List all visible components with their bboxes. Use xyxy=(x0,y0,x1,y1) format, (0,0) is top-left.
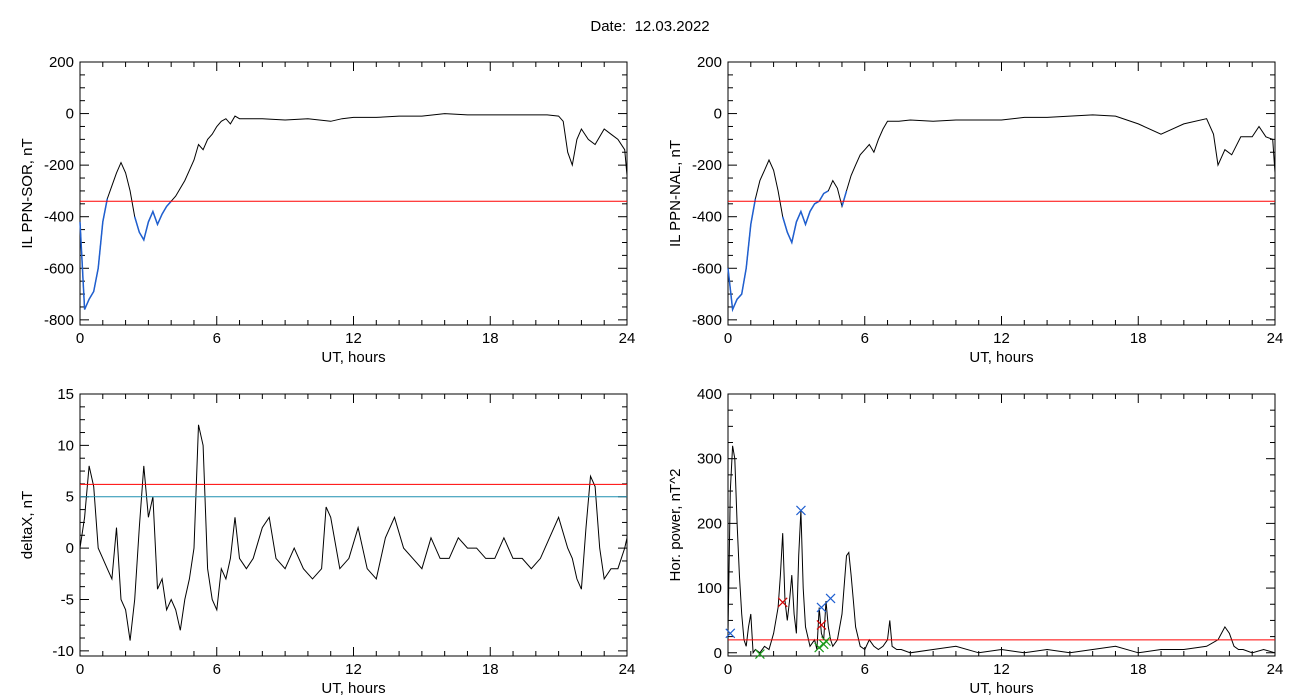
panel-ppn-sor: 0 6 12 18 24 -800 -600 -400 -200 0 200 UT, hours IL … xyxy=(19,54,635,366)
event-marker xyxy=(725,628,736,639)
x-tick-label: 18 xyxy=(1130,330,1147,347)
y-tick-label: 0 xyxy=(66,106,74,123)
panel-ppn-nal: 0 6 12 18 24 -800 -600 -400 -200 0 200 UT, hours IL … xyxy=(667,54,1283,366)
x-tick-label: 12 xyxy=(345,330,362,347)
plot-frame xyxy=(79,393,628,657)
x-tick-label: 18 xyxy=(482,330,499,347)
event-marker xyxy=(816,620,827,630)
event-marker xyxy=(777,597,788,608)
series-line xyxy=(727,445,1276,655)
x-tick-label: 12 xyxy=(993,661,1010,678)
x-tick-label: 24 xyxy=(1267,330,1284,347)
x-tick-label: 0 xyxy=(76,330,84,347)
x-tick-label: 12 xyxy=(993,330,1010,347)
event-marker xyxy=(816,602,827,613)
series-line xyxy=(727,198,757,313)
event-marker xyxy=(754,649,765,659)
x-tick-label: 0 xyxy=(76,661,84,678)
y-tick-label: 15 xyxy=(57,386,74,403)
x-tick-label: 24 xyxy=(619,661,636,678)
y-tick-label: -200 xyxy=(44,157,74,174)
series-line xyxy=(727,114,1276,312)
y-axis-label: IL PPN-NAL, nT xyxy=(667,140,684,247)
event-marker xyxy=(814,642,825,653)
y-tick-label: -400 xyxy=(44,209,74,226)
plot-frame xyxy=(727,61,1276,326)
y-tick-label: 0 xyxy=(66,540,74,557)
series-line xyxy=(79,424,628,641)
x-axis-label: UT, hours xyxy=(321,349,385,366)
x-tick-label: 6 xyxy=(213,330,221,347)
y-tick-label: -600 xyxy=(44,260,74,277)
x-axis-label: UT, hours xyxy=(321,680,385,697)
y-tick-label: -10 xyxy=(52,643,74,660)
x-tick-label: 12 xyxy=(345,661,362,678)
event-marker xyxy=(825,593,836,604)
y-tick-label: 0 xyxy=(714,645,722,662)
y-tick-label: 200 xyxy=(49,54,74,71)
y-tick-label: 400 xyxy=(697,386,722,403)
event-marker xyxy=(796,505,806,516)
y-tick-label: -800 xyxy=(692,312,722,329)
y-tick-label: -5 xyxy=(61,591,74,608)
y-tick-label: -600 xyxy=(692,260,722,277)
x-axis-label: UT, hours xyxy=(969,349,1033,366)
y-axis-label: deltaX, nT xyxy=(19,491,36,559)
y-tick-label: 200 xyxy=(697,54,722,71)
y-tick-label: -200 xyxy=(692,157,722,174)
y-tick-label: 100 xyxy=(697,580,722,597)
y-tick-label: -400 xyxy=(692,209,722,226)
panel-horizontal-power: 0 6 12 18 24 0 100 200 300 400 UT, hours Hor. power… xyxy=(667,386,1283,697)
series-line xyxy=(133,200,172,242)
x-tick-label: 6 xyxy=(213,661,221,678)
series-line xyxy=(79,198,109,310)
plot-frame xyxy=(727,393,1276,657)
figure-title: Date: 12.03.2022 xyxy=(0,18,1300,35)
x-tick-label: 0 xyxy=(724,661,732,678)
y-tick-label: 0 xyxy=(714,106,722,123)
x-tick-label: 18 xyxy=(482,661,499,678)
x-tick-label: 0 xyxy=(724,330,732,347)
x-tick-label: 6 xyxy=(861,330,869,347)
series-line xyxy=(841,190,848,207)
series-line xyxy=(79,113,628,310)
y-axis-label: Hor. power, nT^2 xyxy=(667,469,684,582)
x-tick-label: 24 xyxy=(619,330,636,347)
y-tick-label: -800 xyxy=(44,312,74,329)
date-label: Date: xyxy=(590,18,627,35)
x-tick-label: 24 xyxy=(1267,661,1284,678)
y-tick-label: 5 xyxy=(66,489,74,506)
x-axis-label: UT, hours xyxy=(969,680,1033,697)
x-tick-label: 18 xyxy=(1130,661,1147,678)
y-tick-label: 300 xyxy=(697,451,722,468)
y-axis-label: IL PPN-SOR, nT xyxy=(19,138,36,248)
y-tick-label: 10 xyxy=(57,437,74,454)
series-line xyxy=(781,190,829,245)
y-tick-label: 200 xyxy=(697,515,722,532)
panel-deltax: 0 6 12 18 24 -10 -5 0 5 10 15 UT, hours deltaX, nT xyxy=(19,386,635,697)
x-tick-label: 6 xyxy=(861,661,869,678)
plot-frame xyxy=(79,61,628,326)
date-value: 12.03.2022 xyxy=(634,18,710,35)
